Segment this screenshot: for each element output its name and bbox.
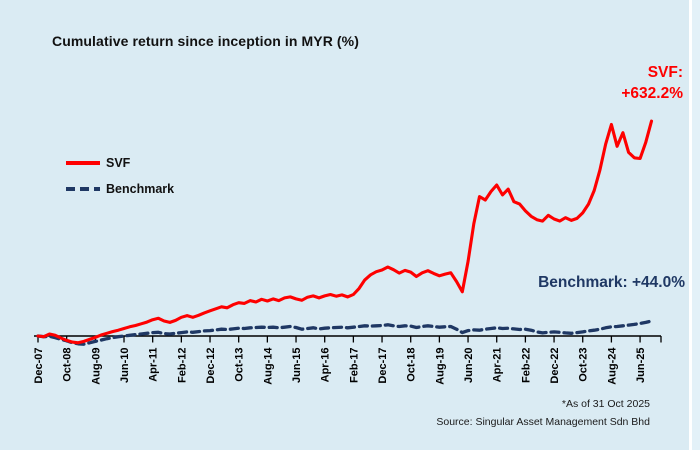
x-tick-label: Aug-24	[606, 347, 618, 385]
x-tick-label: Apr-21	[492, 347, 504, 382]
x-tick-label: Aug-14	[262, 347, 274, 385]
benchmark-return-annotation: Benchmark: +44.0%	[538, 274, 685, 291]
x-tick-label: Oct-08	[62, 348, 74, 382]
x-tick-label: Dec-22	[549, 348, 561, 384]
x-tick-label: Jun-20	[463, 348, 475, 383]
legend-item-benchmark: Benchmark	[66, 176, 174, 202]
svf-line-sample	[66, 161, 100, 165]
x-tick-label: Feb-22	[520, 348, 532, 383]
x-tick-label: Jun-10	[119, 348, 131, 383]
x-tick-label: Oct-23	[578, 348, 590, 382]
x-tick-label: Dec-07	[33, 348, 45, 384]
x-tick-label: Jun-15	[291, 348, 303, 383]
benchmark-line-sample	[66, 187, 100, 191]
right-margin-strip	[691, 0, 700, 450]
benchmark-line	[36, 319, 654, 346]
x-tick-label: Apr-11	[148, 348, 160, 382]
legend-label-svf: SVF	[106, 156, 131, 170]
as-of-footnote: *As of 31 Oct 2025	[561, 398, 650, 410]
x-tick-label: Oct-13	[234, 348, 246, 382]
x-tick-label: Dec-17	[377, 348, 389, 384]
chart-title: Cumulative return since inception in MYR…	[52, 33, 359, 49]
legend-item-svf: SVF	[66, 150, 174, 176]
x-tick-label: Feb-12	[176, 348, 188, 383]
x-tick-label: Feb-17	[348, 348, 360, 383]
svf-line	[36, 119, 654, 345]
x-tick-label: Oct-18	[406, 348, 418, 382]
source-footnote: Source: Singular Asset Management Sdn Bh…	[436, 416, 650, 428]
x-tick-label: Jun-25	[635, 348, 647, 383]
x-tick-label: Apr-16	[320, 348, 332, 383]
svf-annotation-label: SVF:	[647, 64, 683, 81]
svf-return-annotation: SVF: +632.2%	[621, 62, 683, 104]
svf-annotation-value: +632.2%	[621, 85, 683, 102]
right-divider	[689, 0, 692, 450]
legend: SVF Benchmark	[66, 150, 174, 202]
x-tick-label: Aug-09	[90, 348, 102, 385]
x-tick-label: Aug-19	[434, 348, 446, 385]
legend-label-benchmark: Benchmark	[106, 182, 175, 196]
x-tick-label: Dec-12	[205, 348, 217, 384]
